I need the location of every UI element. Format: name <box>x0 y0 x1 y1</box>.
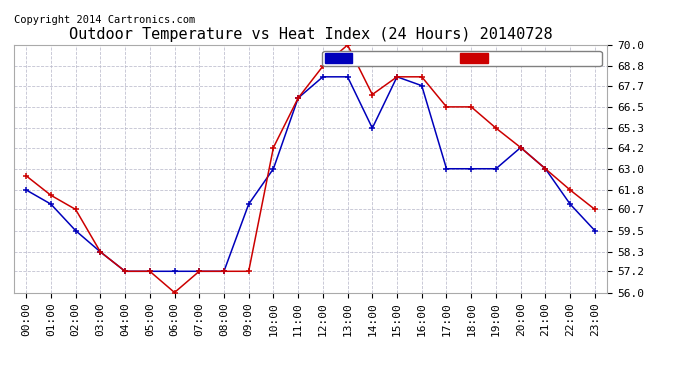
Legend: Heat Index (°F), Temperature (°F): Heat Index (°F), Temperature (°F) <box>322 51 602 66</box>
Title: Outdoor Temperature vs Heat Index (24 Hours) 20140728: Outdoor Temperature vs Heat Index (24 Ho… <box>69 27 552 42</box>
Text: Copyright 2014 Cartronics.com: Copyright 2014 Cartronics.com <box>14 15 195 25</box>
